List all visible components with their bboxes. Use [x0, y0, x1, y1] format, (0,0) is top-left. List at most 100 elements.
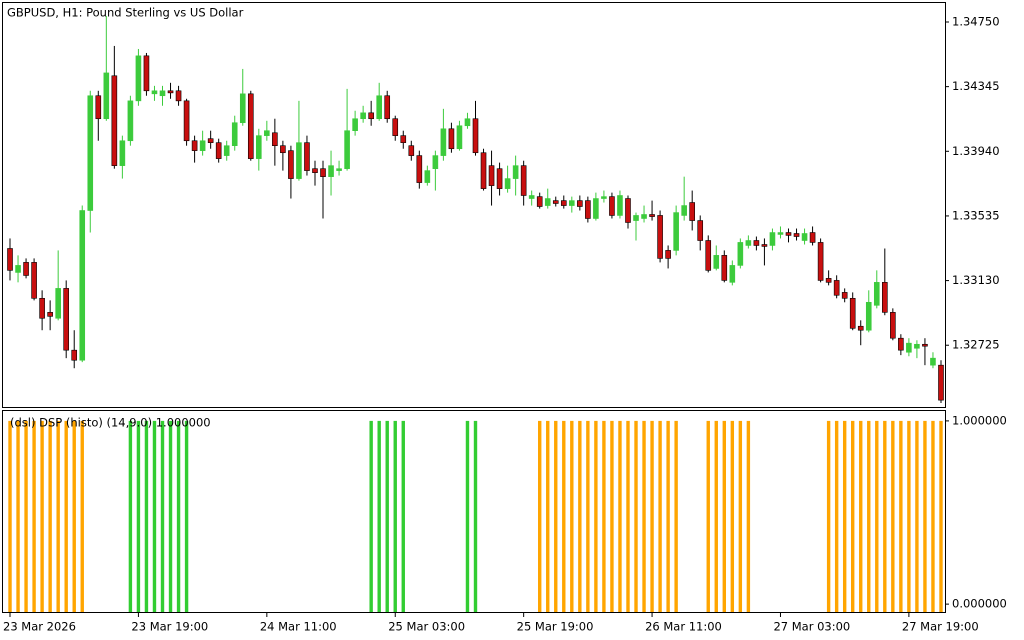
candle-body [304, 142, 310, 171]
candle-body [857, 325, 864, 331]
candle-body [360, 112, 366, 120]
candle-body [865, 301, 872, 331]
candle-body [151, 90, 158, 95]
candle-body [400, 135, 407, 143]
y-tick-label: 0.000000 [952, 597, 1007, 611]
price-pane [2, 2, 946, 408]
candle-body [544, 198, 551, 206]
candle-body [183, 100, 190, 142]
histogram-bar [48, 420, 52, 612]
candle-body [384, 95, 391, 120]
histogram-bar [578, 420, 582, 612]
candle-body [737, 242, 744, 266]
histogram-bar [650, 420, 654, 612]
histogram-bar [891, 420, 895, 612]
candle-body [239, 93, 246, 124]
candle-body [809, 232, 816, 243]
histogram-bar [64, 420, 68, 612]
histogram-bar [377, 420, 381, 612]
histogram-bar [738, 420, 743, 612]
candle-body [448, 128, 455, 150]
candle-body [938, 364, 944, 401]
histogram-bar [586, 420, 590, 612]
candle-body [432, 155, 439, 169]
candle-body [745, 240, 752, 246]
histogram-bar [594, 420, 598, 612]
x-tick-label: 23 Mar 19:00 [131, 620, 208, 634]
histogram-bar [24, 420, 28, 612]
candle-body [191, 140, 198, 151]
candle-body [825, 278, 832, 283]
x-tick-label: 25 Mar 19:00 [517, 620, 594, 634]
candle-body [528, 195, 535, 199]
histogram-bar [176, 420, 181, 612]
candle-body [256, 135, 262, 159]
y-tick-label: 1.000000 [952, 413, 1007, 427]
candle-body [890, 312, 896, 339]
chart-title: GBPUSD, H1: Pound Sterling vs US Dollar [7, 6, 244, 20]
candle-body [344, 130, 350, 169]
candle-body [777, 232, 784, 235]
candle-body [801, 233, 808, 241]
histogram-bar [674, 420, 678, 612]
histogram-bar [40, 420, 44, 612]
candle-body [769, 232, 776, 246]
candle-body [416, 155, 423, 183]
histogram-bar [562, 420, 566, 612]
candle-body [408, 145, 415, 156]
y-tick-label: 1.33940 [952, 144, 1000, 158]
y-tick-label: 1.34345 [952, 79, 1000, 93]
candle-body [552, 200, 559, 204]
y-tick-label: 1.33535 [952, 208, 1000, 222]
candle-body [721, 255, 728, 281]
candle-body [849, 297, 856, 329]
candle-body [617, 195, 623, 216]
candle-body [280, 145, 286, 154]
histogram-bar [160, 420, 165, 612]
histogram-bar [401, 420, 405, 612]
candle-body [673, 212, 679, 251]
histogram-bar [618, 420, 622, 612]
candle-body [601, 196, 607, 199]
histogram-bar [722, 420, 726, 612]
candle-body [793, 233, 800, 237]
histogram-bar [842, 420, 847, 612]
histogram-bar [859, 420, 863, 612]
histogram-bar [385, 420, 389, 612]
histogram-bar [931, 420, 935, 612]
y-tick-label: 1.32725 [952, 338, 1000, 352]
candle-body [577, 200, 583, 207]
histogram-bar [32, 420, 36, 612]
candle-body [520, 165, 527, 196]
histogram-bar [666, 420, 670, 612]
histogram-bar [899, 420, 903, 612]
candle-body [47, 312, 53, 317]
candle-body [55, 288, 61, 319]
histogram-bar [168, 420, 173, 612]
candle-body [633, 215, 639, 221]
histogram-bar [128, 420, 133, 612]
candle-body [175, 90, 182, 102]
candle-body [215, 142, 222, 159]
marks [7, 15, 944, 612]
candle-body [135, 55, 142, 102]
histogram-bar [136, 420, 141, 612]
candle-body [127, 100, 134, 142]
candle-body [368, 112, 374, 120]
candle-body [456, 125, 463, 150]
candle-body [143, 55, 150, 92]
candle-body [264, 130, 270, 136]
candle-body [841, 292, 848, 299]
histogram-bar [867, 420, 871, 612]
candle-body [288, 150, 294, 179]
candle-body [560, 200, 567, 206]
candle-body [464, 118, 471, 127]
histogram-bar [907, 420, 911, 612]
histogram-bar [610, 420, 614, 612]
candle-body [336, 168, 342, 171]
histogram-bar [834, 420, 839, 612]
candle-body [833, 280, 840, 296]
histogram-bar [642, 420, 646, 612]
candle-body [585, 200, 591, 219]
